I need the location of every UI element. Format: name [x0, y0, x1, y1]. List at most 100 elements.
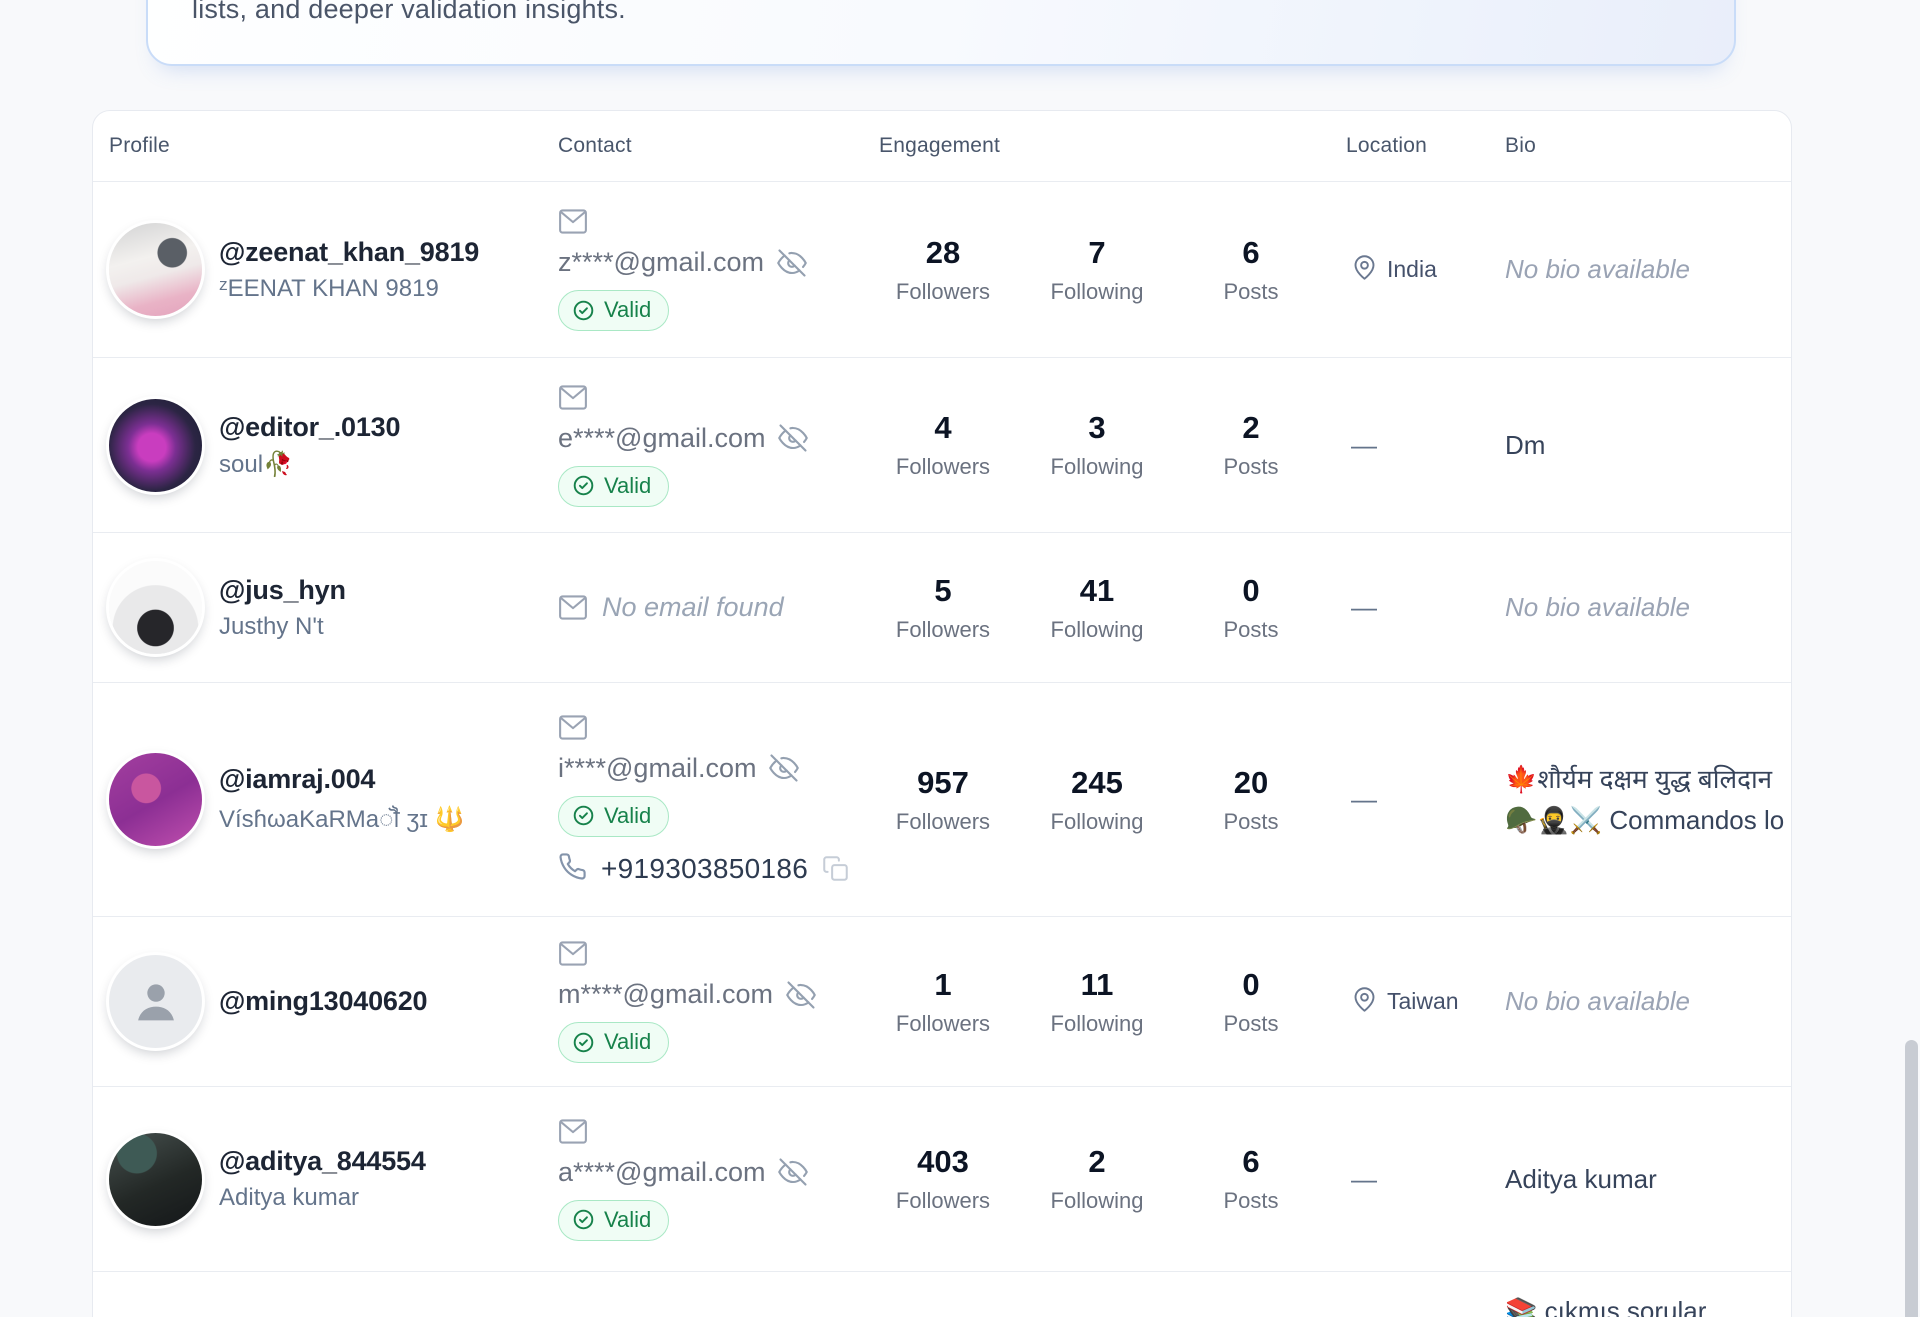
email-line: i****@gmail.com — [558, 753, 800, 784]
valid-badge-label: Valid — [604, 472, 652, 498]
name-block: @ming13040620 — [219, 986, 428, 1017]
eye-off-icon[interactable] — [777, 248, 807, 278]
posts-count: 2 — [1242, 410, 1260, 445]
display-name: VísɦωaKaRMaॏ ʒɪ 🔱 — [219, 806, 465, 833]
location-cell: — — [1346, 784, 1505, 815]
followers-count: 28 — [925, 234, 961, 270]
table-row: @ming13040620 m****@gmail.com Valid 1 Follow… — [93, 916, 1791, 1086]
masked-email: z****@gmail.com — [558, 247, 764, 277]
followers-count: 1 — [934, 966, 952, 1002]
email-line: z****@gmail.com — [558, 247, 807, 278]
table-row: @jus_hyn Justhy N't No email found 5 Followe… — [93, 532, 1791, 682]
valid-badge: Valid — [558, 1022, 670, 1063]
table-header-row: Profile Contact Engagement Location Bio — [93, 111, 1791, 181]
followers-label: Followers — [895, 1010, 991, 1036]
posts-stat: 0 Posts — [1195, 573, 1307, 643]
following-count: 7 — [1088, 234, 1106, 270]
empty-location-dash: — — [1351, 1163, 1377, 1194]
followers-stat: 28 Followers — [887, 235, 999, 305]
location-cell: India — [1346, 254, 1505, 286]
following-label: Following — [1050, 616, 1144, 642]
engagement-cell: 4 Followers 3 Following 2 Posts — [879, 410, 1346, 480]
eye-off-icon[interactable] — [778, 423, 809, 453]
location-cell: Taiwan — [1346, 986, 1505, 1018]
followers-label: Followers — [895, 454, 991, 479]
email-line: m****@gmail.com — [558, 979, 816, 1010]
followers-count: 4 — [934, 410, 952, 445]
username: @jus_hyn — [219, 574, 346, 605]
following-count: 2 — [1088, 1144, 1106, 1179]
posts-count: 20 — [1233, 764, 1269, 800]
table-row: @iamraj.004 VísɦωaKaRMaॏ ʒɪ 🔱 i****@gmail.… — [93, 682, 1791, 916]
valid-badge: Valid — [558, 795, 670, 837]
empty-location-dash: — — [1351, 592, 1377, 622]
info-banner-text: lists, and deeper validation insights. — [192, 0, 626, 24]
posts-label: Posts — [1223, 1010, 1279, 1036]
no-email-text: No email found — [602, 592, 784, 622]
mail-icon — [558, 714, 588, 741]
followers-stat: 957 Followers — [887, 765, 999, 835]
table-body: @zeenat_khan_9819 ᶻEENAT KHAN 9819 z****@g… — [93, 181, 1791, 1317]
mail-icon — [558, 208, 588, 235]
engagement-cell: 957 Followers 245 Following 20 Posts — [879, 765, 1346, 835]
avatar — [109, 753, 202, 846]
following-stat: 7 Following — [1041, 235, 1153, 305]
bio-text: Dm — [1505, 429, 1546, 460]
empty-location-dash: — — [1351, 429, 1377, 460]
email-line: e****@gmail.com — [558, 423, 809, 454]
posts-count: 6 — [1242, 234, 1260, 270]
scrollbar-thumb[interactable] — [1905, 1040, 1918, 1317]
followers-label: Followers — [895, 278, 991, 304]
empty-location-dash: — — [1351, 784, 1377, 814]
posts-count: 0 — [1242, 966, 1260, 1002]
engagement-cell: 5 Followers 41 Following 0 Posts — [879, 573, 1346, 643]
bio-cell: 📚 çıkmış sorular — [1505, 1272, 1791, 1317]
avatar — [109, 398, 202, 492]
contact-cell: e****@gmail.com Valid — [558, 384, 879, 507]
bio-text: 🍁शौर्यम दक्षम युद्ध बलिदान — [1505, 764, 1773, 795]
mail-icon — [558, 1118, 588, 1145]
column-header-contact: Contact — [558, 134, 632, 157]
eye-off-icon[interactable] — [769, 753, 800, 783]
followers-stat: 5 Followers — [887, 573, 999, 643]
map-pin-icon — [1351, 254, 1378, 286]
engagement-cell: 1 Followers 11 Following 0 Posts — [879, 967, 1346, 1037]
masked-email: a****@gmail.com — [558, 1156, 766, 1187]
mail-icon — [558, 940, 588, 967]
following-stat: 3 Following — [1041, 410, 1153, 480]
following-stat: 2 Following — [1041, 1144, 1153, 1214]
posts-count: 0 — [1242, 572, 1260, 608]
contact-cell: i****@gmail.com Valid +919303850186 — [558, 714, 879, 886]
contact-cell: No email found — [558, 592, 879, 623]
location-cell: — — [1346, 430, 1505, 461]
column-header-profile: Profile — [109, 134, 170, 157]
avatar — [109, 223, 202, 316]
posts-count: 6 — [1242, 1144, 1260, 1179]
name-block: @aditya_844554 Aditya kumar — [219, 1146, 426, 1212]
phone-number: +919303850186 — [601, 852, 809, 884]
posts-label: Posts — [1223, 278, 1279, 304]
profile-cell: @aditya_844554 Aditya kumar — [109, 1132, 558, 1226]
contact-cell: a****@gmail.com Valid — [558, 1118, 879, 1241]
info-banner: lists, and deeper validation insights. — [146, 0, 1736, 66]
following-label: Following — [1050, 1188, 1144, 1213]
phone-icon — [558, 852, 587, 886]
eye-off-icon[interactable] — [778, 1157, 809, 1187]
followers-stat: 4 Followers — [887, 410, 999, 480]
no-bio-text: No bio available — [1505, 592, 1691, 623]
copy-icon[interactable] — [822, 855, 849, 882]
posts-stat: 20 Posts — [1195, 765, 1307, 835]
mail-icon — [558, 594, 588, 621]
followers-count: 5 — [934, 572, 952, 608]
profile-cell: @jus_hyn Justhy N't — [109, 561, 558, 654]
eye-off-icon[interactable] — [786, 980, 816, 1010]
no-bio-text: No bio available — [1505, 986, 1691, 1017]
contact-cell: z****@gmail.com Valid — [558, 208, 879, 331]
avatar — [109, 1132, 202, 1226]
name-block: @iamraj.004 VísɦωaKaRMaॏ ʒɪ 🔱 — [219, 764, 464, 835]
display-name: soul🥀 — [219, 450, 293, 478]
valid-badge: Valid — [558, 1199, 670, 1241]
location-text: Taiwan — [1387, 988, 1459, 1014]
posts-label: Posts — [1223, 616, 1279, 642]
posts-stat: 0 Posts — [1195, 967, 1307, 1037]
